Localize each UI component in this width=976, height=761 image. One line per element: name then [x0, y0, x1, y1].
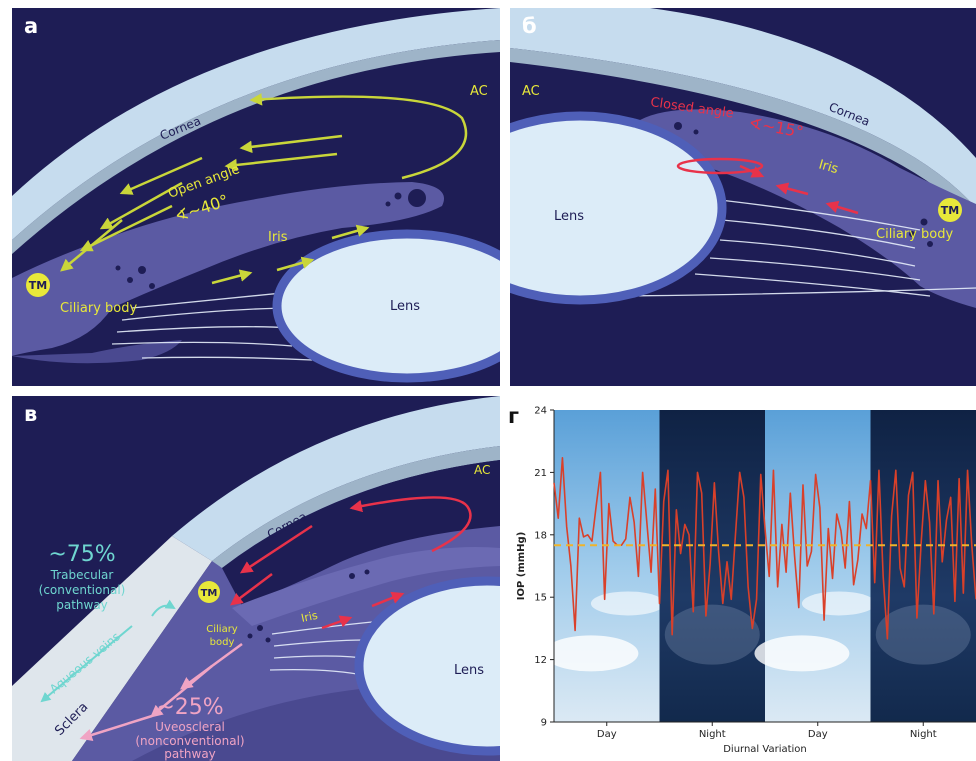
- uveoscleral-percent: ~25%: [156, 695, 223, 720]
- uveoscleral-line-2: (nonconventional): [135, 734, 244, 748]
- closed-angle-diagram: TM AC Closed angle ∢~15° Cornea Iris Len…: [510, 8, 976, 308]
- iris-label: Iris: [817, 157, 840, 177]
- panel-a-open-angle: а: [12, 8, 500, 386]
- tm-marker: [938, 198, 962, 222]
- x-axis-label: Diurnal Variation: [723, 744, 807, 755]
- cloud-shape: [543, 635, 639, 672]
- cornea-shape: [12, 8, 500, 240]
- trabecular-line-1: Trabecular: [50, 568, 114, 582]
- night-period-band: [659, 410, 765, 722]
- uveoscleral-line-1: Uveoscleral: [155, 720, 225, 734]
- tm-label: TM: [201, 588, 218, 599]
- y-axis-label: IOP (mmHg): [516, 532, 527, 601]
- iris-label: Iris: [300, 609, 319, 625]
- panel-c-outflow: в: [12, 396, 500, 761]
- y-tick-label: 21: [534, 468, 547, 479]
- lens-shape: [510, 111, 727, 305]
- y-tick-label: 9: [541, 718, 547, 729]
- ciliary-body-line-2: body: [210, 637, 235, 648]
- x-tick-label: Night: [910, 729, 937, 740]
- ciliary-body-line-1: Ciliary: [206, 624, 238, 635]
- y-tick-label: 12: [534, 655, 547, 666]
- panel-label: а: [24, 14, 39, 38]
- x-tick-label: Day: [597, 729, 617, 740]
- tm-marker: [26, 273, 50, 297]
- night-cloud-shape: [664, 604, 760, 665]
- open-angle-diagram: TM Cornea AC Open angle ∢~40° Iris Cilia…: [12, 8, 500, 383]
- panel-b-closed-angle: б: [510, 8, 976, 386]
- outflow-diagram: TM AC Cornea ~75% Trabecular (convention…: [12, 396, 500, 761]
- tm-label: TM: [941, 204, 959, 217]
- x-tick-label: Day: [808, 729, 828, 740]
- ac-label: AC: [474, 463, 490, 477]
- lens-label: Lens: [454, 663, 484, 678]
- tm-label: TM: [29, 279, 47, 292]
- ac-label: AC: [522, 84, 540, 99]
- tm-marker: [198, 581, 220, 603]
- uveoscleral-line-3: pathway: [164, 747, 216, 761]
- cornea-shape: [172, 396, 500, 561]
- panel-label: г: [508, 404, 519, 428]
- trabecular-line-3: pathway: [56, 598, 108, 612]
- cornea-shape: [510, 8, 976, 208]
- y-tick-label: 18: [534, 530, 547, 541]
- lens-shape: [272, 229, 500, 383]
- night-cloud-shape: [875, 604, 971, 665]
- night-period-band: [870, 410, 976, 722]
- cloud-shape: [754, 635, 850, 672]
- ac-label: AC: [470, 84, 488, 99]
- cloud-shape: [801, 591, 876, 616]
- sclera-shape: [12, 536, 212, 761]
- ciliary-iris-tissue: [12, 182, 444, 356]
- lens-label: Lens: [554, 209, 584, 224]
- day-period-band: [765, 410, 871, 722]
- panel-d-iop-chart: г 9 12 15 18 21 24 Day Night Day Night Diurnal Var…: [506, 396, 976, 761]
- y-tick-label: 15: [534, 593, 547, 604]
- ciliary-body-label: Ciliary body: [60, 301, 138, 316]
- iop-chart: 9 12 15 18 21 24 Day Night Day Night Diurnal Varia…: [516, 406, 976, 755]
- trabecular-line-2: (conventional): [39, 583, 126, 597]
- y-tick-label: 24: [534, 406, 547, 417]
- ciliary-body-label: Ciliary body: [876, 227, 954, 242]
- iop-series-line: [553, 457, 976, 640]
- panel-label: б: [522, 14, 537, 38]
- lens-label: Lens: [390, 299, 420, 314]
- trabecular-percent: ~75%: [48, 542, 115, 567]
- lens-shape: [354, 576, 500, 756]
- x-tick-label: Night: [699, 729, 726, 740]
- panel-label: в: [24, 402, 38, 426]
- iris-label: Iris: [268, 230, 288, 245]
- cloud-shape: [590, 591, 665, 616]
